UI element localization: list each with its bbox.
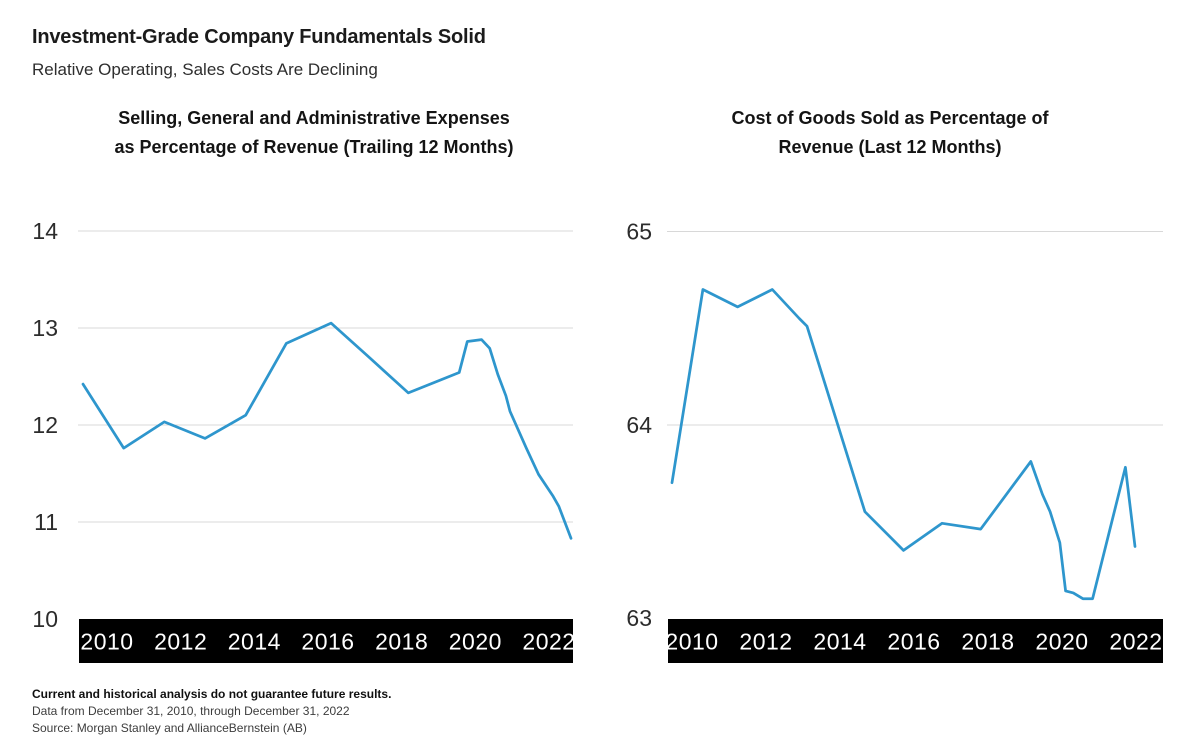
x-axis-label: 2010 <box>665 629 718 655</box>
x-axis-label: 2016 <box>301 629 354 655</box>
x-axis-label: 2012 <box>154 629 207 655</box>
y-axis-label: 13 <box>32 315 58 341</box>
page-subtitle: Relative Operating, Sales Costs Are Decl… <box>32 60 378 79</box>
x-axis-label: 2020 <box>1035 629 1088 655</box>
x-axis-label: 2010 <box>80 629 133 655</box>
page-title: Investment-Grade Company Fundamentals So… <box>32 26 486 48</box>
y-axis-label: 64 <box>626 412 652 438</box>
footer-disclaimer: Current and historical analysis do not g… <box>32 687 392 701</box>
x-axis-label: 2018 <box>961 629 1014 655</box>
right-chart-title-line2: Revenue (Last 12 Months) <box>778 137 1002 157</box>
x-axis-band <box>668 619 1163 663</box>
left-chart-title: Selling, General and Administrative Expe… <box>64 104 564 162</box>
footer-source: Source: Morgan Stanley and AllianceBerns… <box>32 721 307 735</box>
x-axis-label: 2022 <box>1109 629 1162 655</box>
x-axis-label: 2020 <box>449 629 502 655</box>
left-chart-title-line2: as Percentage of Revenue (Trailing 12 Mo… <box>114 137 514 157</box>
y-axis-label: 11 <box>34 509 58 535</box>
x-axis-label: 2012 <box>739 629 792 655</box>
data-line <box>81 321 573 540</box>
y-axis-label: 10 <box>32 606 58 632</box>
right-chart-title: Cost of Goods Sold as Percentage of Reve… <box>640 104 1140 162</box>
x-axis-label: 2022 <box>522 629 575 655</box>
x-axis-band <box>79 619 573 663</box>
data-line <box>670 288 1137 601</box>
x-axis-label: 2014 <box>228 629 281 655</box>
x-axis-label: 2018 <box>375 629 428 655</box>
right-chart-title-line1: Cost of Goods Sold as Percentage of <box>731 108 1049 128</box>
y-axis-label: 12 <box>32 412 58 438</box>
y-axis-label: 65 <box>626 219 652 245</box>
left-chart-title-line1: Selling, General and Administrative Expe… <box>118 108 510 128</box>
x-axis-label: 2016 <box>887 629 940 655</box>
y-axis-label: 14 <box>32 218 58 244</box>
footer: Current and historical analysis do not g… <box>32 686 391 737</box>
y-axis-label: 63 <box>626 605 652 631</box>
footer-data-range: Data from December 31, 2010, through Dec… <box>32 704 350 718</box>
x-axis-label: 2014 <box>813 629 866 655</box>
